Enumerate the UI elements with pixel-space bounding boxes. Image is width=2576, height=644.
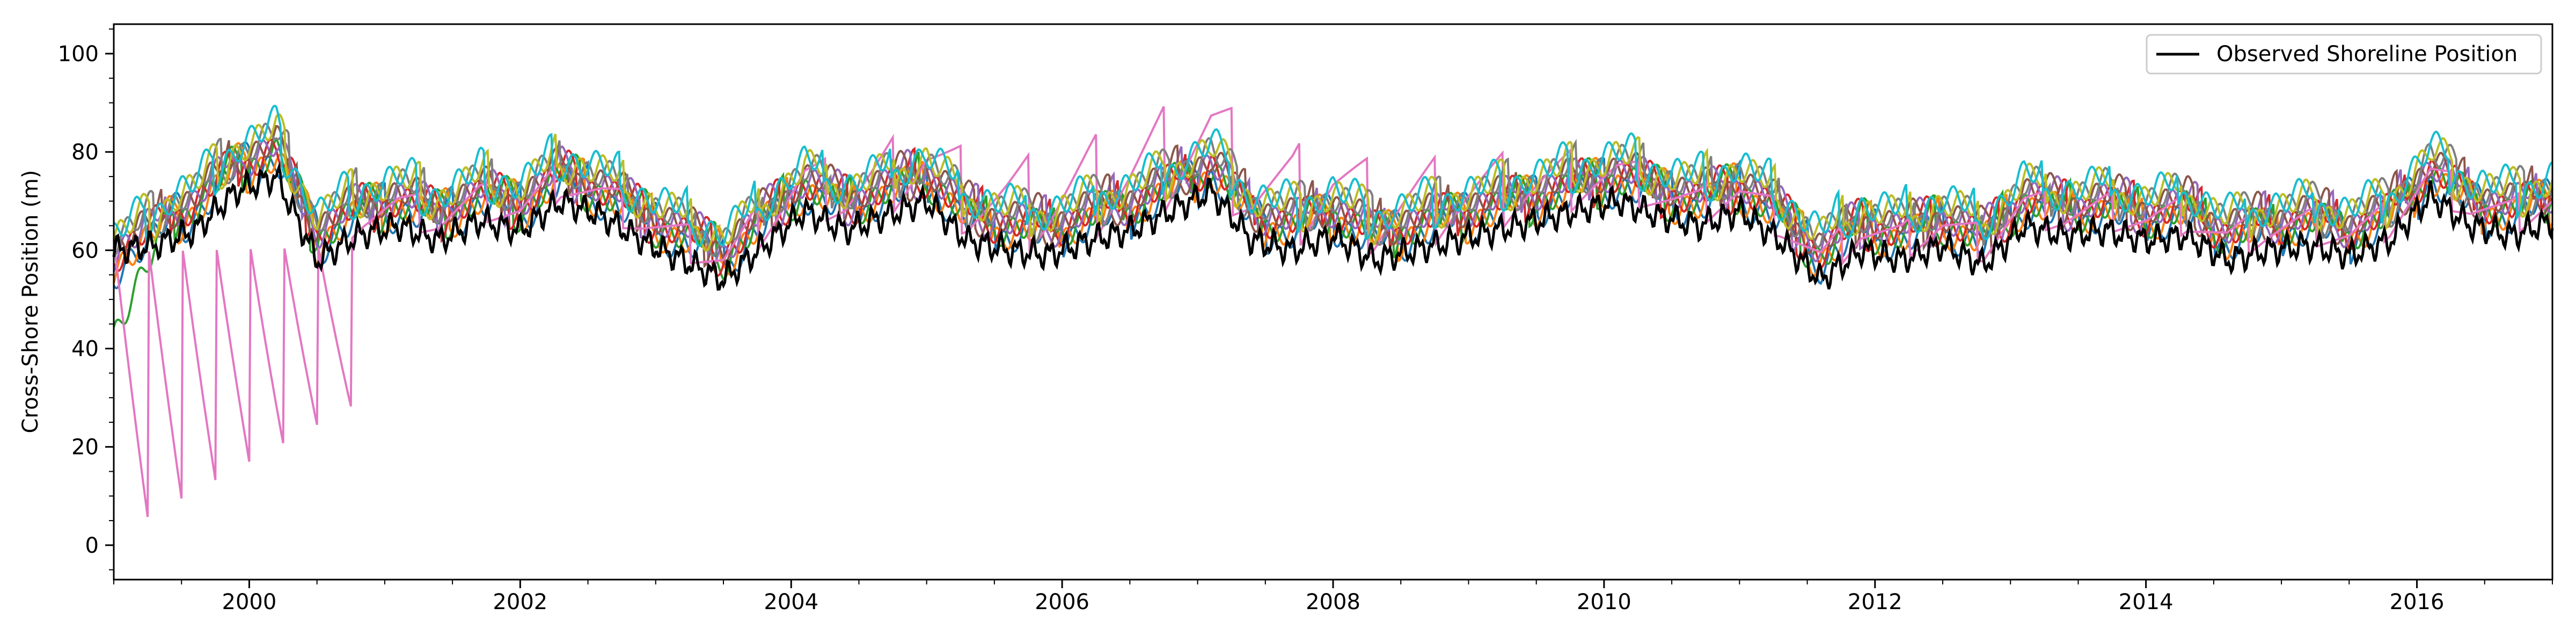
y-tick-label: 100: [58, 42, 99, 67]
x-tick-label: 2016: [2390, 590, 2445, 614]
y-tick-label: 80: [71, 140, 99, 165]
x-tick-label: 2004: [764, 590, 818, 614]
y-tick-label: 60: [71, 238, 99, 263]
y-axis: 0 20 40 60 80 100: [58, 28, 114, 570]
observed-series: [112, 162, 2554, 291]
y-tick-label: 40: [71, 337, 99, 362]
x-axis: 2000 2002 2004 2006 2008 2010 2012 2014 2016: [113, 580, 2553, 614]
legend-observed-label: Observed Shoreline Position: [2216, 42, 2518, 67]
model-line: [113, 113, 2553, 252]
x-tick-label: 2006: [1035, 590, 1089, 614]
y-axis-label: Cross-Shore Position (m): [18, 170, 43, 434]
x-tick-label: 2010: [1577, 590, 1631, 614]
x-tick-label: 2008: [1306, 590, 1360, 614]
x-tick-label: 2012: [1848, 590, 1902, 614]
y-tick-label: 20: [71, 435, 99, 460]
x-tick-label: 2002: [493, 590, 547, 614]
observed-line: [112, 162, 2554, 291]
legend-box: [2146, 34, 2542, 75]
x-tick-label: 2000: [222, 590, 277, 614]
x-tick-label: 2014: [2119, 590, 2174, 614]
model-line: [113, 106, 2553, 517]
legend: Observed Shoreline Position: [2146, 34, 2542, 75]
y-tick-label: 0: [85, 533, 99, 558]
model-line: [113, 104, 2553, 247]
model-line: [113, 136, 2553, 328]
